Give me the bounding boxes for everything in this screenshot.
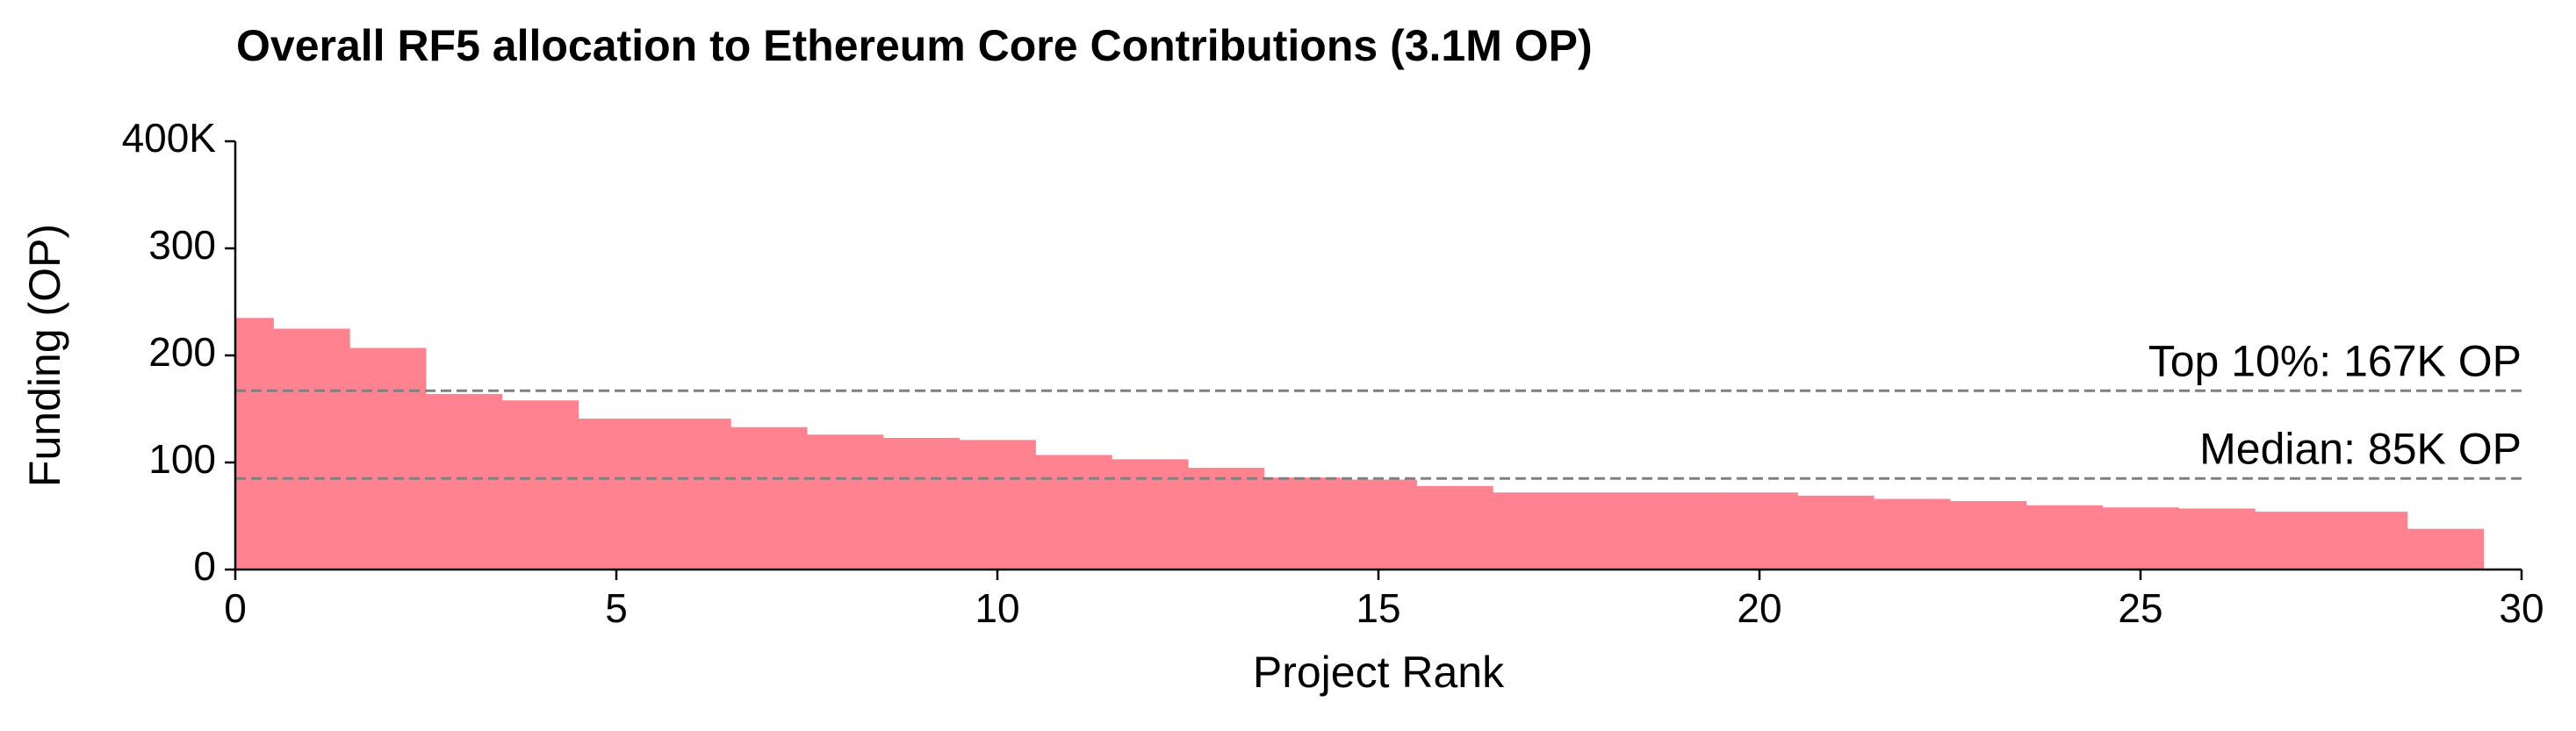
bar	[1797, 495, 1874, 570]
x-axis-title: Project Rank	[1253, 648, 1505, 697]
chart-title: Overall RF5 allocation to Ethereum Core …	[236, 21, 1593, 70]
y-tick-label: 200	[148, 329, 216, 375]
bar	[959, 440, 1036, 570]
x-tick-label: 10	[975, 585, 1019, 631]
y-axis-title: Funding (OP)	[20, 224, 69, 487]
bar	[2026, 505, 2104, 570]
bar	[1340, 479, 1417, 570]
bar	[1416, 485, 1493, 570]
x-tick-label: 30	[2499, 585, 2544, 631]
bar	[1493, 492, 1570, 570]
reference-label: Top 10%: 167K OP	[2148, 336, 2522, 385]
bar	[2178, 508, 2256, 570]
bar	[882, 437, 961, 570]
bar	[1263, 477, 1342, 570]
y-tick-label: 300	[148, 222, 216, 268]
x-tick-label: 25	[2118, 585, 2162, 631]
bar	[1950, 500, 2027, 570]
y-tick-label: 400K	[122, 115, 217, 161]
bar	[807, 434, 884, 570]
bar	[1874, 498, 1951, 570]
bar	[2255, 512, 2332, 570]
bar	[2407, 528, 2485, 570]
bar	[1035, 455, 1112, 570]
bar	[2102, 507, 2179, 570]
bar	[1112, 459, 1189, 570]
bar	[273, 328, 350, 570]
reference-label: Median: 85K OP	[2199, 425, 2522, 474]
x-tick-label: 5	[605, 585, 628, 631]
y-tick-label: 0	[193, 543, 216, 589]
bar	[1188, 468, 1265, 570]
bar	[578, 418, 655, 570]
bar	[654, 418, 731, 570]
x-tick-label: 0	[224, 585, 247, 631]
bar	[349, 348, 427, 570]
bar	[426, 393, 503, 570]
x-tick-label: 15	[1356, 585, 1400, 631]
bar	[1644, 492, 1723, 570]
y-tick-label: 100	[148, 436, 216, 482]
bar	[730, 426, 808, 570]
bar	[501, 400, 579, 570]
bar	[1569, 492, 1646, 570]
bar	[2331, 512, 2408, 570]
x-tick-label: 20	[1737, 585, 1781, 631]
bar	[235, 318, 274, 570]
bar	[1721, 492, 1798, 570]
